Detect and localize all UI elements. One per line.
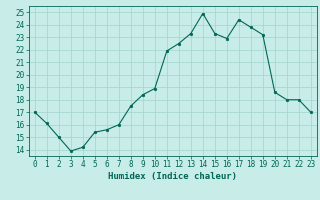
X-axis label: Humidex (Indice chaleur): Humidex (Indice chaleur) bbox=[108, 172, 237, 181]
